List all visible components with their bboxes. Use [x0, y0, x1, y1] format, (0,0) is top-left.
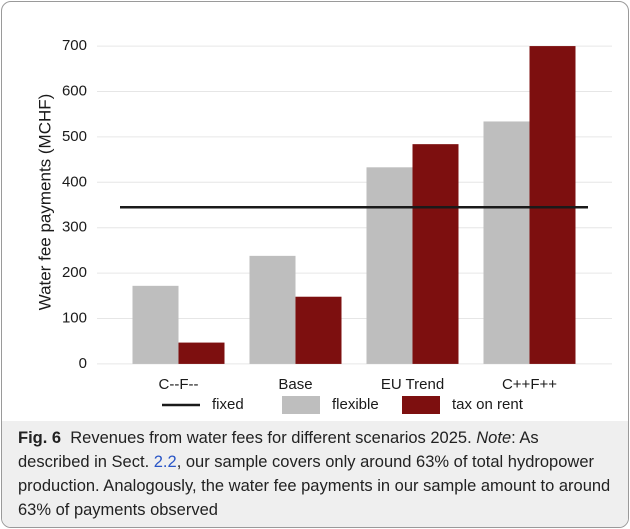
legend-swatch: [402, 396, 440, 414]
note-label: Note: [476, 429, 512, 447]
section-ref[interactable]: 2.2: [153, 453, 177, 471]
caption-text: Revenues from water fees for different s…: [70, 429, 472, 447]
x-tick-label: C++F++: [502, 376, 557, 393]
y-tick-label: 200: [62, 264, 87, 281]
chart: Water fee payments (MCHF) 0 100 200 300 400 5…: [35, 37, 612, 414]
legend-label: fixed: [212, 396, 244, 413]
y-tick-label: 0: [79, 355, 87, 372]
x-tick-label: EU Trend: [381, 376, 444, 393]
y-tick-label: 500: [62, 128, 87, 145]
caption: Fig. 6 Revenues from water fees for diff…: [2, 421, 628, 527]
note-text: : As described in Sect.: [18, 429, 539, 471]
x-tick-label: Base: [278, 376, 312, 393]
legend-swatch: [282, 396, 320, 414]
figure-label: Fig. 6: [18, 429, 62, 447]
legend-label: flexible: [332, 396, 379, 413]
x-tick-label: C--F--: [159, 376, 199, 393]
bar: [132, 285, 179, 364]
caption-rest: , our sample covers only around 63% of t…: [18, 453, 611, 519]
y-axis-label: Water fee payments (MCHF): [35, 94, 54, 311]
legend-label: tax on rent: [452, 396, 524, 413]
y-tick-label: 400: [62, 173, 87, 190]
bar: [295, 296, 342, 364]
bar: [483, 121, 530, 364]
bar: [412, 144, 459, 364]
y-tick-label: 300: [62, 219, 87, 236]
y-tick-label: 600: [62, 82, 87, 99]
y-tick-label: 700: [62, 37, 87, 54]
bar: [529, 46, 576, 364]
bar: [178, 342, 225, 364]
y-tick-label: 100: [62, 309, 87, 326]
bar: [249, 255, 296, 364]
bar: [366, 167, 413, 364]
